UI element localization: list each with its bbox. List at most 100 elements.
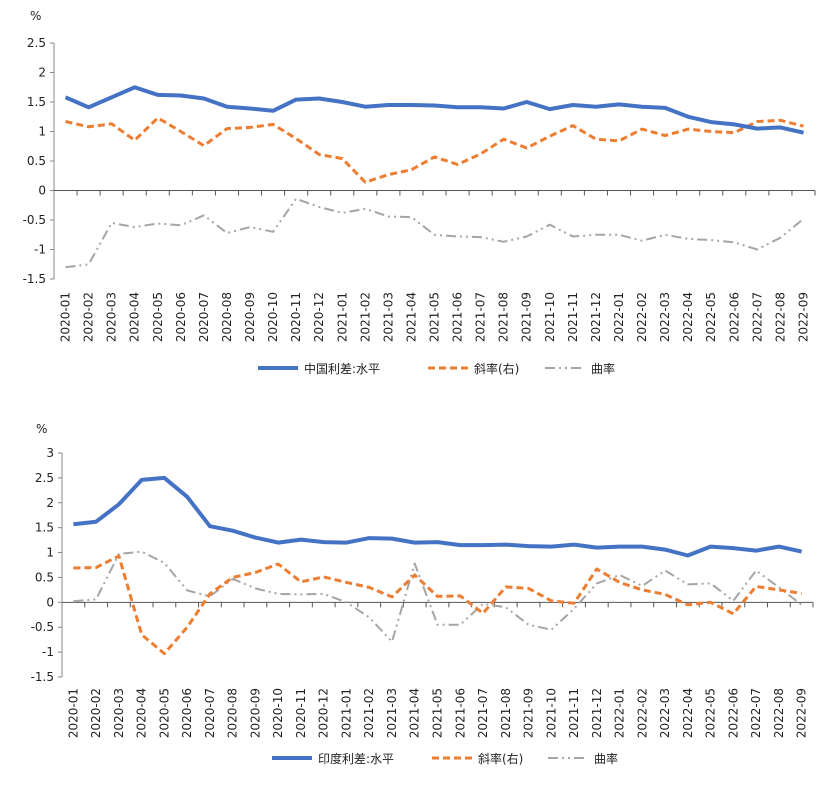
- x-tick-label: 2021-04: [408, 688, 422, 738]
- x-tick-label: 2020-08: [220, 292, 234, 342]
- legend-label: 中国利差:水平: [304, 361, 380, 376]
- x-tick-label: 2021-05: [428, 292, 442, 342]
- x-tick-label: 2020-06: [174, 292, 188, 342]
- x-tick-label: 2022-04: [681, 688, 695, 738]
- y-tick-label: 2.5: [27, 36, 46, 50]
- x-tick-label: 2022-03: [658, 688, 672, 738]
- x-tick-label: 2022-05: [704, 688, 718, 738]
- x-tick-label: 2022-06: [727, 292, 741, 342]
- y-tick-label: -1.5: [31, 670, 54, 684]
- y-tick-label: -1: [34, 243, 46, 257]
- y-tick-label: 2: [38, 66, 46, 80]
- x-tick-label: 2022-07: [750, 292, 764, 342]
- x-tick-label: 2021-09: [522, 688, 536, 738]
- x-tick-label: 2020-12: [317, 688, 331, 738]
- legend-label: 斜率(右): [474, 361, 519, 376]
- y-tick-label: 0: [46, 595, 54, 609]
- legend-label: 曲率: [594, 751, 618, 766]
- x-tick-label: 2021-05: [431, 688, 445, 738]
- x-tick-label: 2021-12: [589, 292, 603, 342]
- y-tick-label: 1.5: [27, 95, 46, 109]
- x-tick-label: 2021-04: [404, 292, 418, 342]
- x-tick-label: 2022-08: [773, 292, 787, 342]
- x-tick-label: 2021-07: [476, 688, 490, 738]
- x-tick-label: 2021-11: [566, 292, 580, 342]
- x-tick-label: 2020-11: [289, 292, 303, 342]
- x-tick-label: 2022-01: [613, 688, 627, 738]
- x-tick-label: 2020-01: [66, 688, 80, 738]
- x-tick-label: 2020-10: [271, 688, 285, 738]
- x-tick-label: 2020-02: [82, 292, 96, 342]
- y-tick-label: 1.5: [35, 521, 54, 535]
- y-tick-label: -0.5: [31, 620, 54, 634]
- y-tick-label: 1: [46, 546, 54, 560]
- x-tick-label: 2021-06: [453, 688, 467, 738]
- x-tick-label: 2020-06: [180, 688, 194, 738]
- x-tick-label: 2022-03: [658, 292, 672, 342]
- x-tick-label: 2022-02: [635, 292, 649, 342]
- y-tick-label: 2.5: [35, 471, 54, 485]
- legend-label: 印度利差:水平: [318, 751, 394, 766]
- legend-label: 斜率(右): [478, 751, 523, 766]
- x-tick-label: 2021-09: [520, 292, 534, 342]
- x-tick-label: 2021-10: [544, 688, 558, 738]
- x-tick-label: 2020-03: [105, 292, 119, 342]
- chart-1: % 2.5 2 1.5 1 0.5 0 -0.5 -1 -1.5 2020-01 2020-02 202…: [23, 9, 816, 376]
- x-tick-label: 2021-10: [543, 292, 557, 342]
- x-tick-label: 2020-01: [59, 292, 73, 342]
- legend-label: 曲率: [591, 361, 615, 376]
- series-line-dashdotdot: [73, 550, 803, 643]
- x-tick-label: 2021-01: [339, 688, 353, 738]
- x-tick-label: 2020-04: [135, 688, 149, 738]
- x-tick-label: 2020-04: [128, 292, 142, 342]
- x-tick-label: 2021-03: [381, 292, 395, 342]
- x-tick-label: 2021-03: [385, 688, 399, 738]
- y-unit-label: %: [30, 9, 41, 23]
- y-tick-label: 1: [38, 125, 46, 139]
- x-tick-label: 2020-08: [226, 688, 240, 738]
- x-tick-label: 2020-11: [294, 688, 308, 738]
- series-line-dash: [65, 116, 804, 184]
- x-tick-label: 2021-02: [362, 688, 376, 738]
- x-tick-label: 2022-05: [704, 292, 718, 342]
- y-tick-label: -0.5: [23, 213, 46, 227]
- series-line-solid: [64, 85, 804, 135]
- x-tick-label: 2020-10: [266, 292, 280, 342]
- x-tick-label: 2022-09: [795, 688, 809, 738]
- y-tick-label: 0: [38, 184, 46, 198]
- y-tick-label: 2: [46, 496, 54, 510]
- y-tick-label: 0.5: [27, 154, 46, 168]
- x-tick-label: 2020-09: [243, 292, 257, 342]
- x-tick-label: 2022-04: [681, 292, 695, 342]
- x-tick-label: 2021-07: [474, 292, 488, 342]
- y-tick-label: 0.5: [35, 570, 54, 584]
- x-tick-label: 2021-11: [567, 688, 581, 738]
- x-tick-label: 2022-01: [612, 292, 626, 342]
- series-line-solid: [73, 475, 803, 558]
- x-tick-label: 2021-06: [451, 292, 465, 342]
- x-tick-label: 2020-09: [248, 688, 262, 738]
- y-tick-label: -1.5: [23, 272, 46, 286]
- x-tick-label: 2022-07: [749, 688, 763, 738]
- series-line-dash: [73, 554, 802, 656]
- x-tick-label: 2020-12: [312, 292, 326, 342]
- x-tick-label: 2020-05: [151, 292, 165, 342]
- x-tick-label: 2022-08: [772, 688, 786, 738]
- x-tick-label: 2022-02: [635, 688, 649, 738]
- x-tick-label: 2020-07: [197, 292, 211, 342]
- x-tick-label: 2020-02: [89, 688, 103, 738]
- y-tick-label: 3: [46, 446, 54, 460]
- x-tick-label: 2021-08: [499, 688, 513, 738]
- x-tick-label: 2020-03: [112, 688, 126, 738]
- x-tick-label: 2021-01: [335, 292, 349, 342]
- x-tick-label: 2020-05: [157, 688, 171, 738]
- x-tick-label: 2022-06: [726, 688, 740, 738]
- x-tick-label: 2021-12: [590, 688, 604, 738]
- y-tick-label: -1: [42, 645, 54, 659]
- x-tick-label: 2021-02: [358, 292, 372, 342]
- series-line-dashdotdot: [65, 197, 805, 269]
- x-tick-label: 2021-08: [497, 292, 511, 342]
- x-tick-label: 2020-07: [203, 688, 217, 738]
- x-tick-label: 2022-09: [796, 292, 810, 342]
